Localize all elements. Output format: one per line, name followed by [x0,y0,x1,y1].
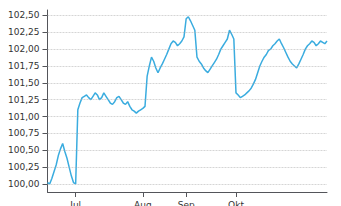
svg-text:101,25: 101,25 [8,95,40,105]
svg-text:101,00: 101,00 [8,112,40,122]
svg-text:Aug: Aug [134,200,152,206]
svg-text:100,50: 100,50 [8,145,40,155]
svg-text:100,00: 100,00 [8,179,40,189]
svg-text:102,50: 102,50 [8,10,40,20]
svg-text:100,75: 100,75 [8,128,40,138]
svg-text:100,25: 100,25 [8,162,40,172]
svg-text:102,00: 102,00 [8,44,40,54]
svg-text:Jul: Jul [69,200,81,206]
svg-text:101,50: 101,50 [8,78,40,88]
svg-text:Okt: Okt [228,200,244,206]
svg-text:Sep: Sep [178,200,195,206]
svg-text:102,25: 102,25 [8,27,40,37]
svg-text:101,75: 101,75 [8,61,40,71]
